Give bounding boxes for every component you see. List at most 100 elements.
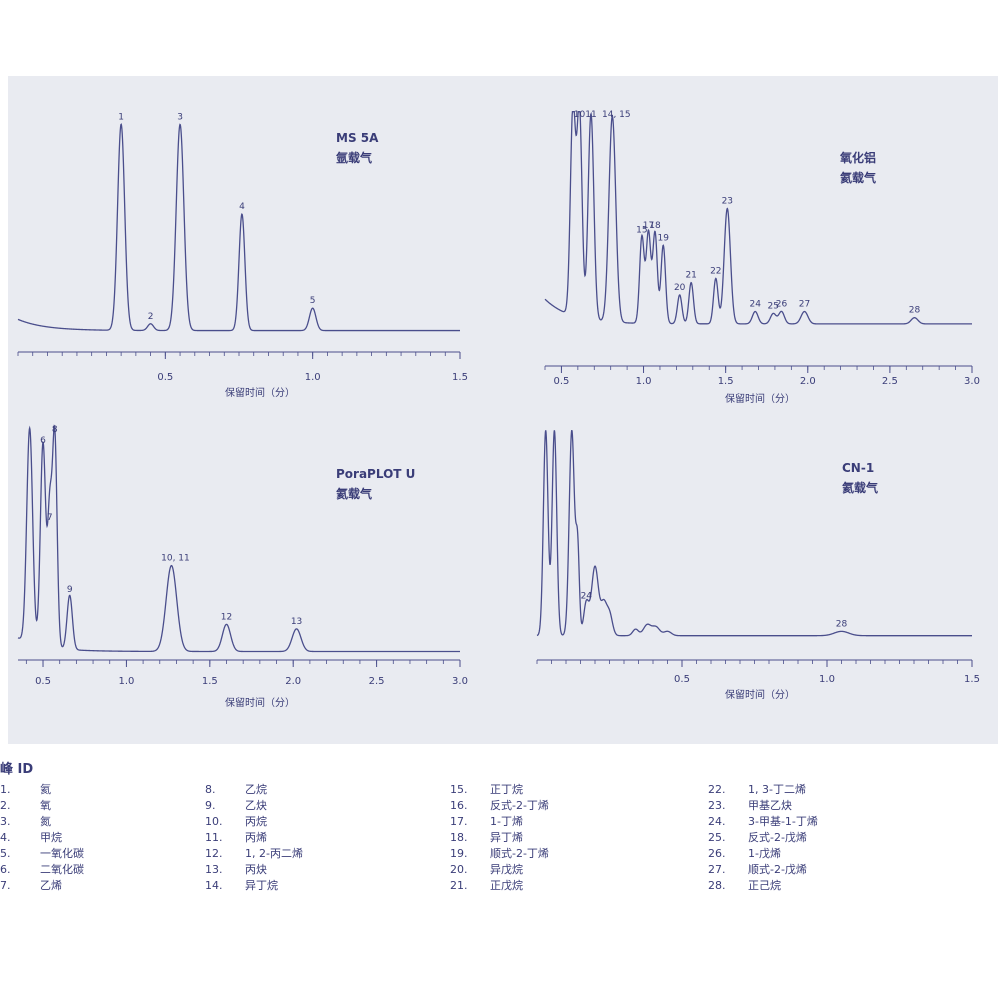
legend-item: 4. 甲烷 [0,830,240,846]
legend-item-name: 氮 [40,815,51,828]
legend-item: 25. 反式-2-戊烯 [708,830,948,846]
legend-item-name: 乙炔 [245,799,267,812]
legend-item-name: 异戊烷 [490,863,523,876]
legend-item-number: 18. [450,831,468,844]
legend-item: 22. 1, 3-丁二烯 [708,782,948,798]
peak-label: 13 [291,617,302,627]
peak-label: 7 [47,513,53,523]
x-tick-label: 2.5 [882,376,898,387]
legend-item-name: 1-丁烯 [490,815,523,828]
legend-item-number: 27. [708,863,726,876]
legend-column-1: 1. 氦 2. 氧 3. 氮 4. 甲烷 5. 一氧化碳 6. 二氧化碳 7. 乙烯 [0,782,240,894]
chromatogram-trace [536,429,972,637]
chromatogram-trace [544,111,972,325]
peak-label: 9 [67,585,73,595]
legend-item: 2. 氧 [0,798,240,814]
legend-item-number: 14. [205,879,223,892]
peak-id-legend: 峰 ID 1. 氦 2. 氧 3. 氮 4. 甲烷 5. 一氧化碳 6. 二氧化碳 7. 乙烯 8. 乙烷 9… [0,758,1000,928]
legend-item-number: 7. [0,879,11,892]
legend-item-number: 16. [450,799,468,812]
legend-item: 20. 异戊烷 [450,862,690,878]
chart-title-line: 氦载气 [336,486,372,501]
legend-item-name: 丙烷 [245,815,267,828]
x-tick-label: 0.5 [35,676,51,687]
peak-label: 28 [836,619,848,629]
legend-item-number: 15. [450,783,468,796]
chart-title-line: 氧化铝 [839,150,876,165]
legend-item: 7. 乙烯 [0,878,240,894]
peak-label: 24 [581,591,593,601]
x-axis-label: 保留时间（分） [225,696,295,709]
x-tick-label: 1.5 [452,372,468,383]
legend-item-name: 甲烷 [40,831,62,844]
legend-item-number: 25. [708,831,726,844]
legend-item-number: 2. [0,799,11,812]
chromatogram-3: 0.5 1.0 1.5 2.0 2.5 3.0 保留时间（分） PoraPLOT U 氦载气 6 7… [17,424,468,709]
x-axis-label: 保留时间（分） [225,386,295,399]
legend-item-name: 3-甲基-1-丁烯 [748,815,818,828]
legend-item: 12. 1, 2-丙二烯 [205,846,445,862]
legend-item-name: 氧 [40,799,51,812]
legend-item: 16. 反式-2-丁烯 [450,798,690,814]
peak-label: 21 [685,271,696,281]
legend-item-number: 3. [0,815,11,828]
peak-label: 17 [643,221,654,231]
peak-label: 11 [585,110,596,120]
x-axis-label: 保留时间（分） [725,688,795,701]
legend-item-name: 顺式-2-丁烯 [490,847,549,860]
legend-item-number: 19. [450,847,468,860]
legend-item-number: 12. [205,847,223,860]
chart-title-line: PoraPLOT U [336,467,415,481]
legend-item-name: 异丁烯 [490,831,523,844]
peak-label: 26 [776,300,788,310]
peak-label: 6 [40,436,46,446]
legend-item: 24. 3-甲基-1-丁烯 [708,814,948,830]
legend-item-number: 1. [0,783,11,796]
peak-label: 27 [799,300,810,310]
x-tick-label: 1.5 [202,676,218,687]
legend-item-number: 17. [450,815,468,828]
legend-item-number: 26. [708,847,726,860]
x-tick-label: 1.5 [964,674,980,685]
legend-item-number: 10. [205,815,223,828]
peak-label: 8 [52,425,58,435]
legend-item: 28. 正己烷 [708,878,948,894]
peak-label: 15 [636,225,647,235]
x-tick-label: 1.0 [305,372,321,383]
chart-panel [8,76,998,744]
legend-item-name: 乙烷 [245,783,267,796]
chromatogram-4: 0.5 1.0 1.5 保留时间（分） CN-1 氦载气 24 28 [536,429,980,701]
legend-item-number: 20. [450,863,468,876]
x-tick-label: 3.0 [452,676,468,687]
legend-item: 5. 一氧化碳 [0,846,240,862]
x-tick-label: 0.5 [674,674,690,685]
legend-item-number: 28. [708,879,726,892]
legend-item-name: 乙烯 [40,879,62,892]
peak-label: 14, 15 [602,110,631,120]
legend-item: 26. 1-戊烯 [708,846,948,862]
chromatogram-trace [17,123,460,332]
chromatogram-1: 0.5 1.0 1.5 保留时间（分） MS 5A 氩载气 1 2 3 4 5 [17,112,468,399]
legend-item-name: 正丁烷 [490,783,523,796]
legend-item: 13. 丙炔 [205,862,445,878]
peak-label: 5 [310,296,316,306]
legend-item-name: 正己烷 [748,879,781,892]
legend-item-name: 丙烯 [245,831,267,844]
legend-item: 9. 乙炔 [205,798,445,814]
peak-label: 3 [177,112,183,122]
legend-item-number: 11. [205,831,223,844]
legend-item: 17. 1-丁烯 [450,814,690,830]
chart-title-line: 氩载气 [335,150,372,165]
peak-label: 19 [658,234,670,244]
legend-item-name: 正戊烷 [490,879,523,892]
legend-item: 14. 异丁烷 [205,878,445,894]
x-tick-label: 2.0 [800,376,816,387]
legend-item-number: 5. [0,847,11,860]
x-tick-label: 1.0 [118,676,134,687]
peak-label: 12 [221,612,232,622]
legend-column-4: 22. 1, 3-丁二烯 23. 甲基乙炔 24. 3-甲基-1-丁烯 25. 反式-2-戊烯… [708,782,948,894]
peak-label: 1 [118,112,124,122]
x-tick-label: 3.0 [964,376,980,387]
legend-item-name: 丙炔 [245,863,267,876]
